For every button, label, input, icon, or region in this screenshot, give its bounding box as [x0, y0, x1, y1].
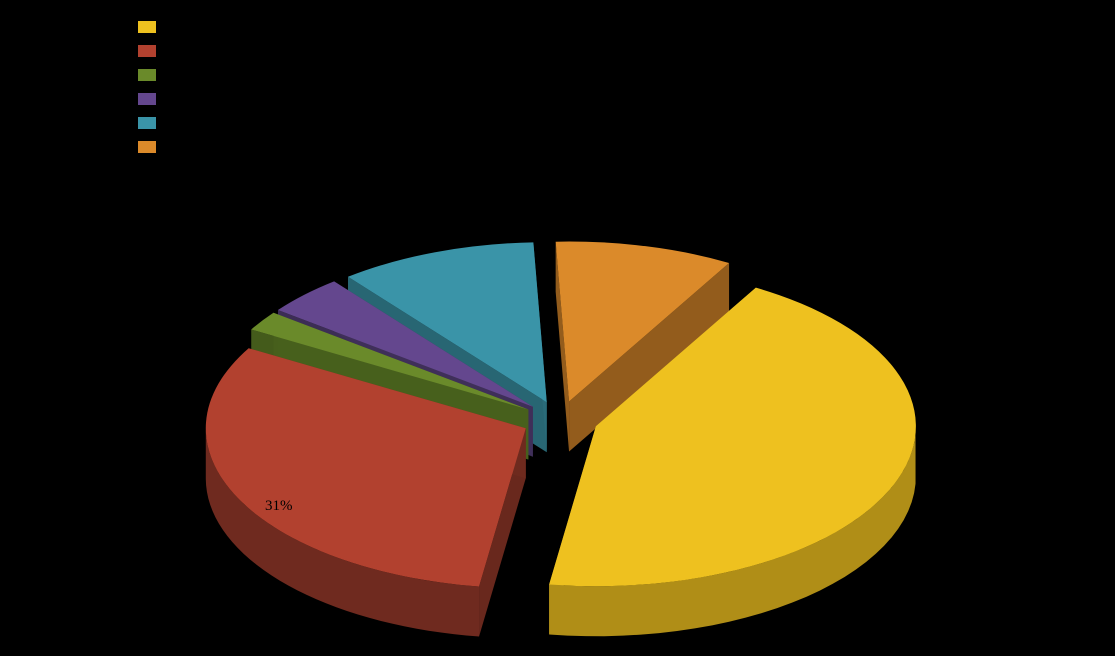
slice-label-5: 9% — [450, 218, 470, 235]
slice-label-3: 4% — [178, 314, 198, 331]
chart-container: 44% 31% 4% 10% 9% — [0, 0, 1115, 656]
slice-label-4: 10% — [281, 254, 309, 271]
slice-label-1: 31% — [265, 498, 293, 515]
slice-label-0: 44% — [925, 320, 953, 337]
